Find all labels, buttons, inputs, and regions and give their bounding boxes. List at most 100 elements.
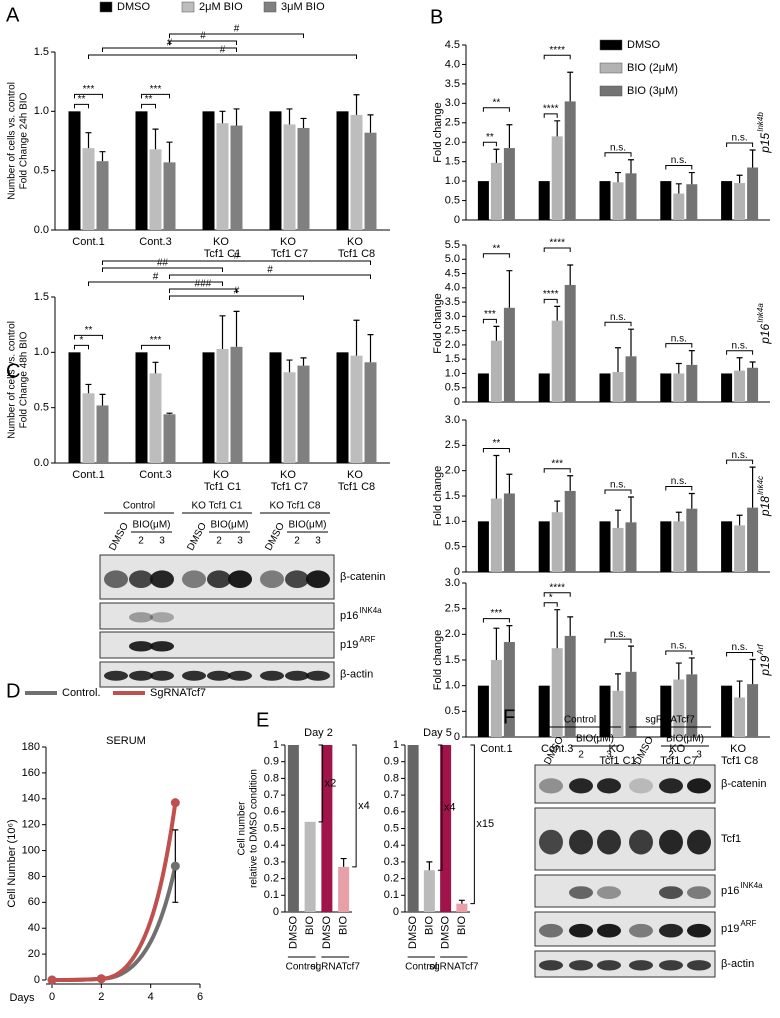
error-bar <box>736 680 743 698</box>
blot-band <box>659 829 683 855</box>
y-axis-label-group: Fold change <box>432 293 444 354</box>
y-tick-label: 1.0 <box>445 680 460 692</box>
blot-band <box>569 829 593 855</box>
y-tick-label: 0.8 <box>384 772 399 784</box>
bar <box>734 697 746 737</box>
panel-label: E <box>256 709 269 731</box>
significance-label: ** <box>493 243 501 254</box>
error-bar <box>675 511 682 522</box>
bar <box>721 685 733 737</box>
blot-band <box>569 923 593 938</box>
blot-band <box>150 670 174 681</box>
bar <box>336 352 349 463</box>
bar <box>336 111 349 230</box>
significance-label: **** <box>549 45 565 56</box>
label-superscript: Ink4c <box>756 476 765 495</box>
y-tick-label: 4.5 <box>445 267 460 279</box>
error-bar <box>353 319 360 356</box>
y-axis-label-group: Fold change <box>432 630 444 691</box>
significance-bracket <box>604 489 632 495</box>
error-bar <box>219 110 226 124</box>
significance-bracket <box>604 152 632 157</box>
bar <box>625 356 637 402</box>
legend-label: BIO (3μM) <box>627 85 678 97</box>
bar <box>440 745 452 912</box>
y-tick-label: 0.6 <box>264 806 279 818</box>
y-tick-label: 120 <box>22 819 40 831</box>
treatment-label: BIO(μM) <box>576 734 614 745</box>
x-tick-label-group: DMSO <box>287 916 299 949</box>
bar <box>564 101 576 220</box>
blot-band <box>569 886 593 899</box>
y-tick-label: 3.0 <box>445 97 460 109</box>
bar <box>686 674 698 737</box>
significance-label: # <box>234 251 240 262</box>
y-tick-label: 100 <box>22 844 40 856</box>
bar <box>287 745 299 912</box>
group-label: sgRNATcf7 <box>645 715 695 726</box>
x-tick-label: 0 <box>49 991 55 1003</box>
group-label: Control <box>286 962 318 973</box>
bar <box>599 181 611 220</box>
x-tick-label-group: DMSO <box>440 916 452 949</box>
significance-bracket <box>482 318 497 324</box>
y-tick-label: 1.5 <box>445 353 460 365</box>
significance-label: n.s. <box>610 312 626 323</box>
lane-label: DMSO <box>185 521 209 553</box>
label-name: p19 <box>758 655 772 676</box>
error-bar <box>736 514 743 526</box>
legend-label: 3μM BIO <box>281 1 325 13</box>
y-tick-label: 1.0 <box>445 175 460 187</box>
y-tick-label: 60 <box>28 896 40 908</box>
error-bar <box>628 645 634 672</box>
dose-label: 3 <box>315 536 321 547</box>
y-tick-label: 0 <box>34 974 40 986</box>
significance-label: # <box>234 24 240 35</box>
y-tick-label: 0.3 <box>264 856 279 868</box>
x-tick-label: BIO <box>456 916 468 935</box>
label-name: β-actin <box>340 668 373 680</box>
bar <box>338 866 350 912</box>
legend-swatch <box>99 1 113 13</box>
significance-bracket <box>74 93 103 99</box>
bar <box>82 393 95 463</box>
blot-band <box>228 570 252 588</box>
blot-band <box>687 778 711 794</box>
significance-bracket <box>543 247 571 252</box>
error-bar <box>506 473 513 494</box>
bar <box>734 525 746 572</box>
y-axis-label: Cell number <box>237 801 248 856</box>
bar <box>283 124 296 230</box>
significance-label: n.s. <box>671 333 687 344</box>
y-tick-label: 2.5 <box>445 117 460 129</box>
bar <box>686 364 698 402</box>
legend-label: Control. <box>62 687 101 699</box>
y-tick-label: 2.0 <box>445 339 460 351</box>
y-tick-label: 2.0 <box>445 628 460 640</box>
x-tick-label-group: BIO <box>456 916 468 935</box>
legend-swatch <box>599 85 623 97</box>
x-tick-label: 6 <box>197 991 203 1003</box>
x-tick-label: BIO <box>338 916 350 935</box>
y-tick-label: 0 <box>273 906 279 918</box>
error-bar <box>688 171 695 185</box>
bar <box>686 184 698 220</box>
bar <box>612 372 624 402</box>
bar <box>364 362 377 463</box>
y-tick-label: 0.4 <box>264 839 279 851</box>
y-tick-label: 0.2 <box>384 873 399 885</box>
point <box>47 975 57 985</box>
blot-band <box>687 960 711 971</box>
significance-bracket <box>482 107 510 112</box>
error-bar <box>554 500 561 513</box>
bar <box>456 903 468 912</box>
x-tick-label: KO Tcf1 C7 <box>271 236 308 260</box>
label-name: p15 <box>758 132 772 153</box>
bar <box>135 352 148 463</box>
label-superscript: INK4a <box>359 606 382 615</box>
error-bar <box>675 183 682 194</box>
x-tick-label: KO Tcf1 C8 <box>338 469 375 493</box>
legend-label: DMSO <box>117 1 150 13</box>
bar <box>321 745 333 912</box>
